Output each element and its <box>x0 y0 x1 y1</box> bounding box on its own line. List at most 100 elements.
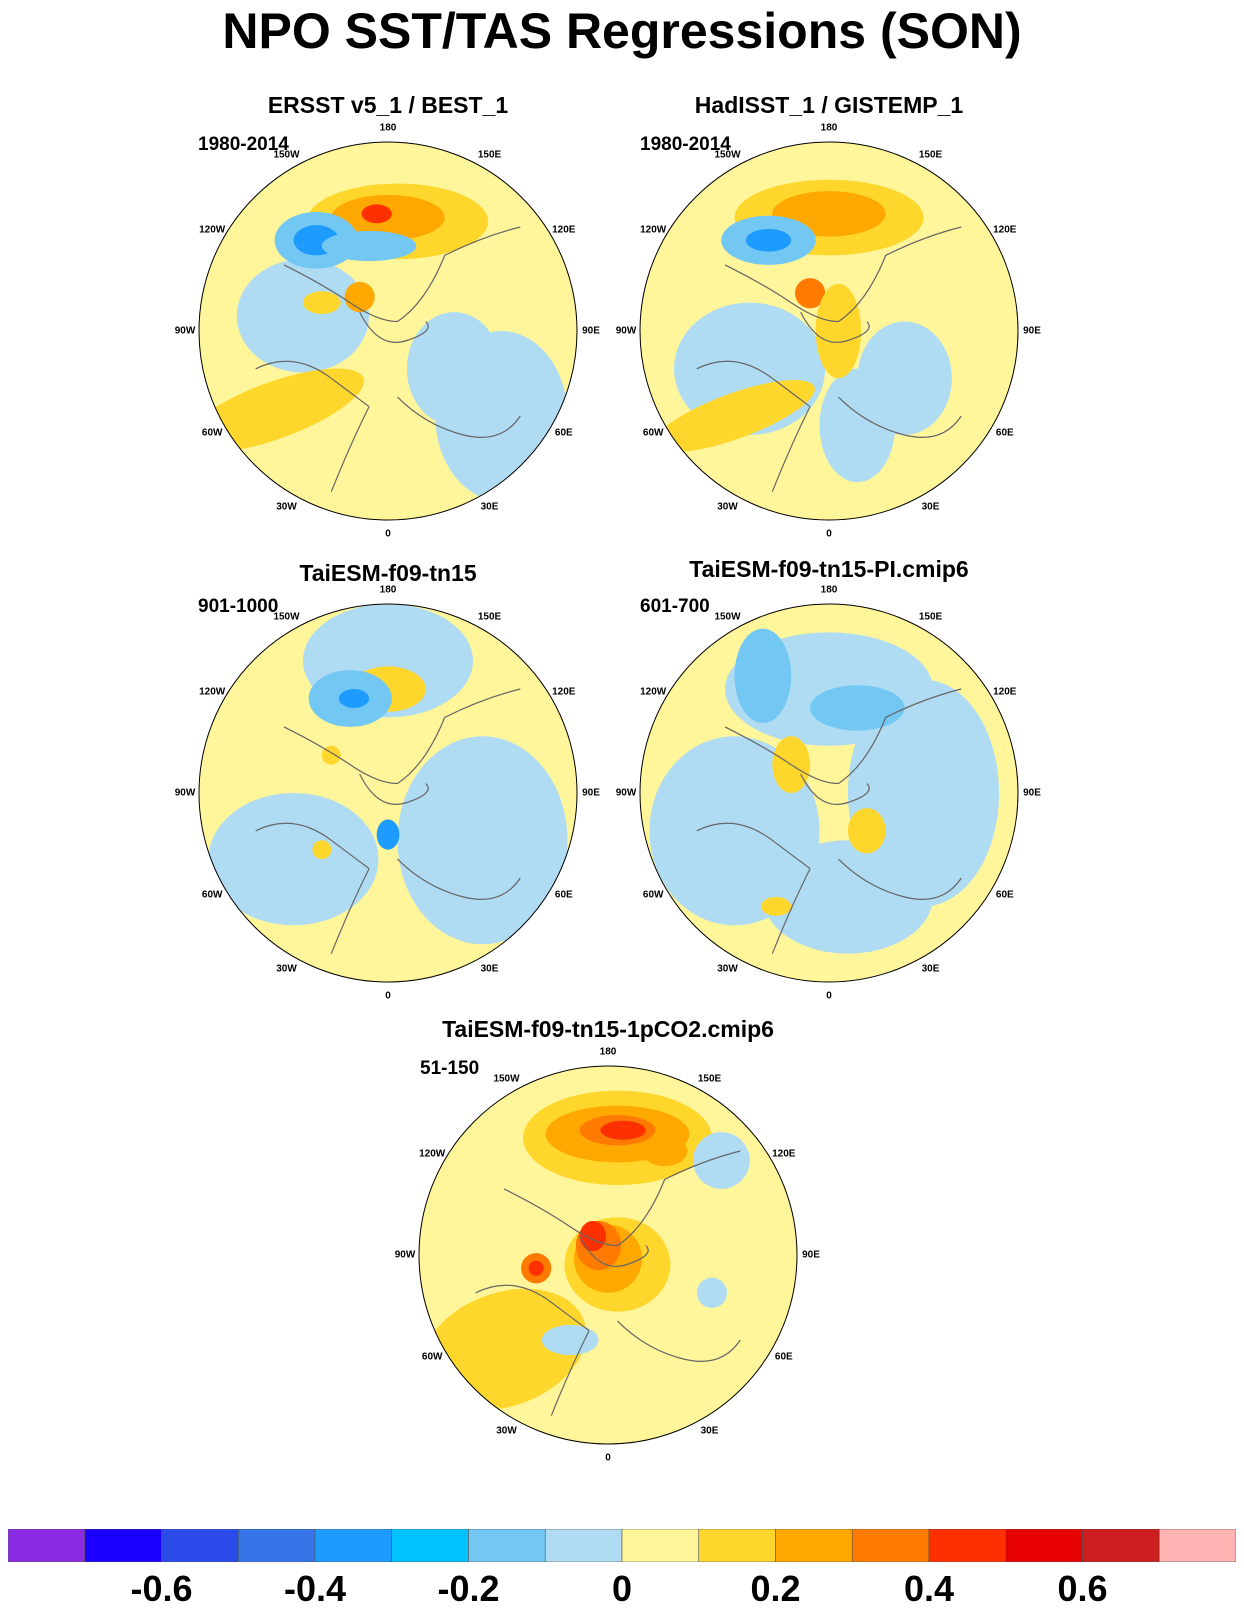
colorbar-swatch <box>237 1529 316 1562</box>
anomaly-contour <box>579 1220 607 1252</box>
period-label: 601-700 <box>640 596 710 617</box>
colorbar <box>8 1529 1236 1562</box>
coastline <box>696 822 811 954</box>
anomaly-contour <box>199 368 364 453</box>
colorbar-tick-label: -0.2 <box>437 1568 500 1609</box>
anomaly-contour <box>794 278 826 309</box>
coastline <box>397 396 521 438</box>
longitude-label: 120E <box>552 224 576 235</box>
longitude-label: 60W <box>201 889 223 900</box>
longitude-label: 180 <box>379 584 397 596</box>
coastline <box>283 226 521 323</box>
longitude-label: 60W <box>201 427 223 438</box>
anomaly-contour <box>819 368 896 483</box>
longitude-label: 0 <box>826 528 832 540</box>
anomaly-contour <box>312 840 332 860</box>
longitude-label: 0 <box>385 528 391 540</box>
longitude-label: 120W <box>640 224 667 235</box>
anomaly-contour <box>361 204 392 224</box>
anomaly-contour <box>810 685 905 731</box>
longitude-label: 60E <box>995 427 1014 438</box>
longitude-label: 30W <box>717 963 738 975</box>
anomaly-contour <box>321 230 417 262</box>
panel-title: TaiESM-f09-tn15-1pCO2.cmip6 <box>442 1016 774 1042</box>
colorbar-swatch <box>698 1529 776 1562</box>
period-label: 901-1000 <box>198 596 279 617</box>
period-label: 1980-2014 <box>198 134 289 155</box>
longitude-label: 60E <box>554 427 573 438</box>
longitude-label: 30E <box>921 963 940 975</box>
colorbar-swatch <box>851 1529 930 1562</box>
coastline <box>255 822 370 954</box>
longitude-label: 120E <box>772 1148 796 1159</box>
longitude-label: 150E <box>918 611 943 623</box>
longitude-label: 30E <box>921 501 940 513</box>
longitude-label: 90W <box>174 787 196 799</box>
anomaly-contour <box>600 1120 646 1140</box>
colorbar-swatch <box>84 1529 162 1562</box>
longitude-label: 120W <box>419 1148 446 1159</box>
period-label: 1980-2014 <box>640 134 731 155</box>
longitude-label: 90E <box>1023 787 1041 799</box>
anomaly-contour <box>406 312 502 426</box>
anomaly-contour <box>642 1135 688 1167</box>
colorbar-swatch <box>314 1529 393 1562</box>
longitude-label: 60W <box>642 427 664 438</box>
longitude-label: 150E <box>477 149 502 161</box>
coastline <box>255 360 370 492</box>
polar-map <box>198 603 578 983</box>
coastline <box>724 688 962 785</box>
panel-title: TaiESM-f09-tn15 <box>299 560 477 586</box>
longitude-label: 180 <box>820 122 838 134</box>
longitude-label: 150W <box>273 149 300 161</box>
longitude-label: 150W <box>493 1073 520 1085</box>
colorbar-swatch <box>1005 1529 1083 1562</box>
anomaly-contour <box>847 808 886 854</box>
longitude-label: 60W <box>421 1351 443 1362</box>
anomaly-contour <box>760 896 792 916</box>
longitude-label: 60E <box>554 889 573 900</box>
polar-map <box>639 603 1019 983</box>
panel-title: HadISST_1 / GISTEMP_1 <box>694 92 964 118</box>
longitude-label: 60W <box>642 889 664 900</box>
longitude-label: 150W <box>714 611 741 623</box>
longitude-label: 30W <box>276 963 297 975</box>
longitude-label: 60E <box>995 889 1014 900</box>
period-label: 51-150 <box>420 1058 480 1079</box>
longitude-label: 0 <box>385 990 391 1002</box>
map-border <box>639 603 1019 983</box>
coastline <box>838 396 962 438</box>
longitude-label: 150W <box>273 611 300 623</box>
map-border <box>639 141 1019 521</box>
longitude-label: 30E <box>700 1425 719 1437</box>
anomaly-contour <box>338 689 370 708</box>
longitude-label: 30W <box>496 1425 517 1437</box>
longitude-label: 150E <box>918 149 943 161</box>
coastline <box>696 360 811 492</box>
colorbar-swatch <box>1082 1529 1160 1562</box>
anomaly-contour <box>693 1132 750 1189</box>
longitude-label: 30E <box>480 501 499 513</box>
colorbar-swatch <box>8 1529 86 1562</box>
anomaly-contour <box>397 736 568 945</box>
colorbar-swatch <box>544 1529 623 1562</box>
longitude-label: 90W <box>615 787 637 799</box>
longitude-label: 90E <box>582 325 600 337</box>
longitude-label: 120W <box>640 686 667 697</box>
coastline <box>800 311 870 343</box>
longitude-label: 150E <box>477 611 502 623</box>
polar-map <box>418 1065 798 1445</box>
colorbar-swatch <box>621 1529 700 1562</box>
longitude-label: 180 <box>599 1046 617 1058</box>
anomaly-contour <box>654 379 815 453</box>
anomaly-contour <box>376 819 400 850</box>
longitude-label: 120E <box>993 224 1017 235</box>
map-border <box>418 1065 798 1445</box>
anomaly-contour <box>696 1277 728 1308</box>
longitude-label: 150W <box>714 149 741 161</box>
longitude-label: 120E <box>552 686 576 697</box>
coastline <box>579 1235 649 1267</box>
anomaly-contour <box>541 1324 599 1356</box>
longitude-label: 90W <box>615 325 637 337</box>
longitude-label: 30W <box>276 501 297 513</box>
